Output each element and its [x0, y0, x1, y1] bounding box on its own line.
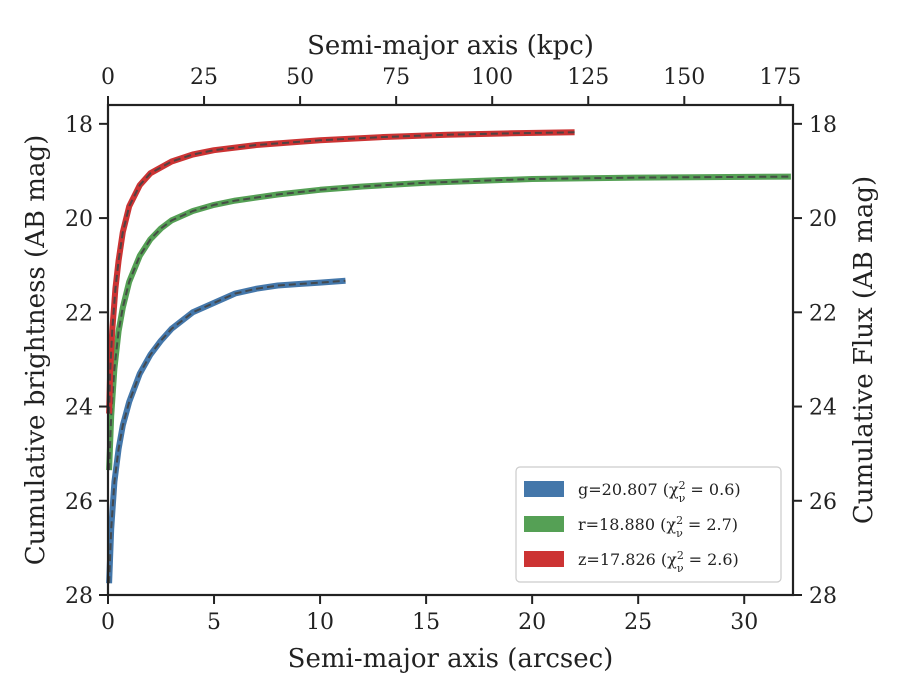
x-bottom-tick-label: 0 [101, 610, 115, 635]
y-right-tick-label: 26 [809, 490, 837, 515]
x-top-tick-label: 150 [663, 65, 705, 90]
x-bottom-axis-label: Semi-major axis (arcsec) [288, 644, 614, 674]
y-left-tick-label: 24 [65, 396, 93, 421]
x-top-tick-label: 125 [567, 65, 609, 90]
series-z-data-band [106, 129, 575, 414]
axes-layer: 0 5 10 15 20 25 30 0 25 50 75 100 125 150 175 18 18 20 20 2… [21, 31, 879, 674]
x-top-tick-label: 25 [190, 65, 218, 90]
x-bottom-tick-label: 30 [730, 610, 758, 635]
legend-swatch-z [524, 551, 564, 567]
y-right-tick-label: 18 [809, 113, 837, 138]
x-bottom-tick-label: 5 [207, 610, 221, 635]
y-left-tick-label: 18 [65, 113, 93, 138]
legend: g=20.807 (χ2 ν = 0.6) r=18.880 (χ2 ν = 2.7)… [515, 466, 782, 583]
x-top-tick-label: 50 [286, 65, 314, 90]
x-bottom-tick-label: 25 [624, 610, 652, 635]
x-bottom-tick-label: 10 [306, 610, 334, 635]
legend-box [515, 466, 782, 583]
series-r-model-line [108, 175, 791, 471]
legend-swatch-g [524, 481, 564, 497]
y-right-tick-label: 24 [809, 396, 837, 421]
y-right-axis-label: Cumulative Flux (AB mag) [849, 176, 879, 524]
series-g-model-line [108, 279, 346, 584]
x-top-tick-label: 100 [471, 65, 513, 90]
series-g-data-band [106, 277, 346, 584]
x-bottom-tick-label: 20 [518, 610, 546, 635]
y-left-tick-label: 22 [65, 301, 93, 326]
legend-swatch-r [524, 516, 564, 532]
plot-frame [106, 103, 795, 597]
x-bottom-tick-label: 15 [412, 610, 440, 635]
x-top-tick-label: 0 [101, 65, 115, 90]
y-right-tick-label: 22 [809, 301, 837, 326]
y-left-tick-label: 20 [65, 207, 93, 232]
series-layer [106, 129, 791, 584]
y-left-tick-label: 26 [65, 490, 93, 515]
series-z-model-line [108, 131, 575, 414]
legend-label-r: r=18.880 (χ2 ν = 2.7) [578, 514, 738, 540]
legend-label-z: z=17.826 (χ2 ν = 2.6) [578, 549, 739, 575]
series-r-data-band [106, 173, 791, 471]
x-top-axis-label: Semi-major axis (kpc) [307, 31, 594, 61]
y-left-tick-label: 28 [65, 584, 93, 609]
y-right-tick-label: 20 [809, 207, 837, 232]
legend-label-g: g=20.807 (χ2 ν = 0.6) [578, 479, 741, 505]
y-left-axis-label: Cumulative brightness (AB mag) [21, 135, 51, 566]
x-top-tick-label: 175 [759, 65, 801, 90]
x-top-tick-label: 75 [382, 65, 410, 90]
y-right-tick-label: 28 [809, 584, 837, 609]
